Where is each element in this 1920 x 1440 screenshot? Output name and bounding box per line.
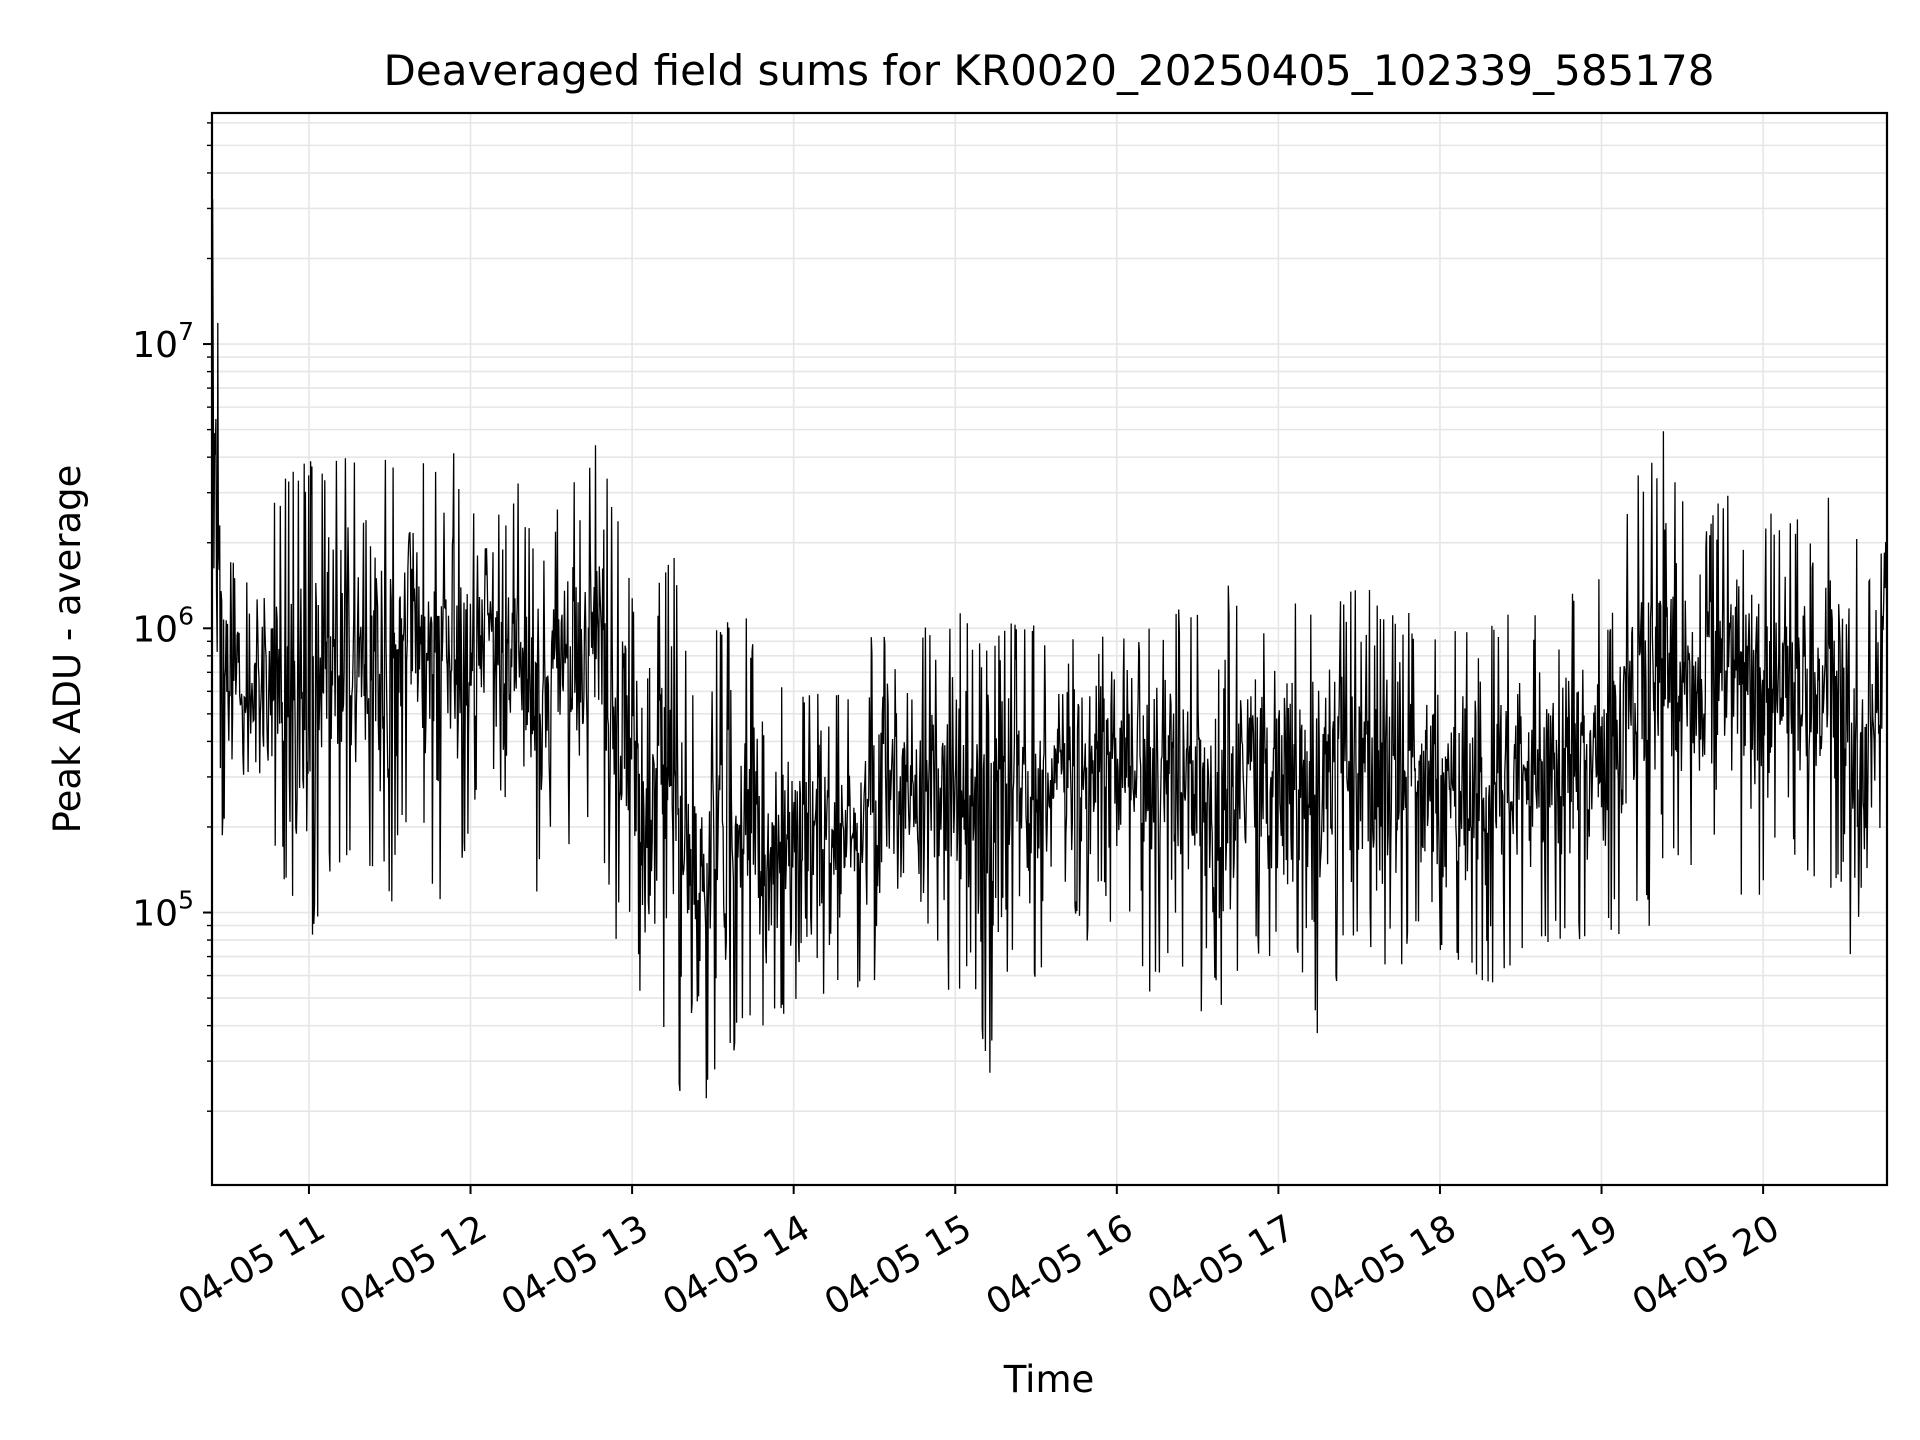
y-tick-label: 105: [132, 886, 194, 935]
y-axis-label: Peak ADU - average: [46, 465, 89, 834]
series-line: [211, 199, 1888, 1099]
chart-title: Deaveraged field sums for KR0020_2025040…: [384, 46, 1715, 95]
y-tick-label: 107: [132, 317, 194, 366]
x-axis-label: Time: [1003, 1358, 1095, 1401]
plot-frame: [210, 111, 1889, 1187]
y-tick-label: 106: [132, 601, 194, 650]
series-trace: [211, 199, 1888, 1099]
